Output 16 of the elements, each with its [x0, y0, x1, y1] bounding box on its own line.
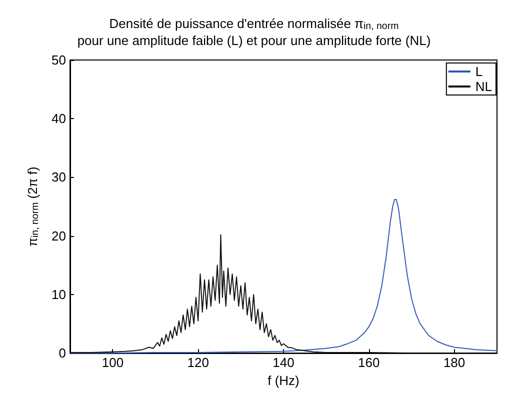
- x-axis-title: f (Hz): [268, 373, 300, 388]
- y-tick-label: 50: [52, 52, 66, 68]
- y-tick-label: 10: [52, 286, 66, 302]
- y-tick-label: 30: [52, 170, 66, 185]
- chart-subtitle: pour une amplitude faible (L) et pour une amplitude forte (NL): [77, 32, 431, 48]
- y-tick-label: 20: [52, 228, 66, 244]
- legend-label: L: [475, 64, 483, 79]
- y-tick-label: 0: [58, 346, 66, 361]
- x-tick-label: 180: [443, 355, 466, 370]
- x-tick-label: 100: [102, 355, 124, 370]
- x-tick-label: 140: [272, 355, 294, 370]
- x-tick-label: 120: [187, 355, 209, 370]
- y-axis-title: πin, norm (2π f): [24, 166, 42, 246]
- legend-label: NL: [475, 79, 492, 94]
- y-tick-label: 40: [52, 111, 66, 126]
- x-tick-label: 160: [358, 355, 380, 370]
